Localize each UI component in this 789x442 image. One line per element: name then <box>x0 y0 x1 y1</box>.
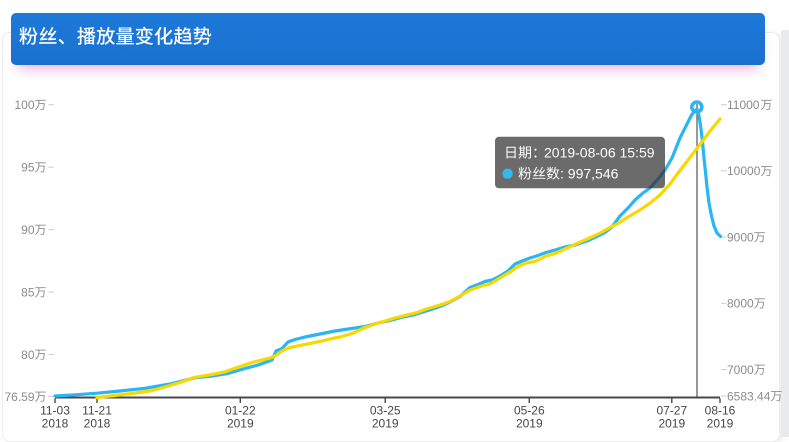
svg-text:07-27: 07-27 <box>656 403 687 417</box>
svg-text:6583.44: 6583.44 <box>727 389 771 403</box>
svg-text:8000: 8000 <box>727 297 754 311</box>
svg-text:7000: 7000 <box>727 363 754 377</box>
svg-text:03-25: 03-25 <box>370 403 401 417</box>
svg-text:90: 90 <box>21 223 35 237</box>
svg-text:: 997,546: : 997,546 <box>560 166 619 182</box>
svg-text:2019: 2019 <box>372 416 399 430</box>
svg-text:2019-08-06 15:59: 2019-08-06 15:59 <box>544 145 655 161</box>
svg-text:08-16: 08-16 <box>705 403 736 417</box>
svg-text:2019: 2019 <box>658 416 685 430</box>
svg-text:01-22: 01-22 <box>225 403 256 417</box>
svg-text:2019: 2019 <box>227 416 254 430</box>
svg-text:11-03: 11-03 <box>40 403 70 417</box>
svg-text:2019: 2019 <box>516 416 543 430</box>
svg-text:100: 100 <box>14 98 34 112</box>
svg-text:05-26: 05-26 <box>514 403 545 417</box>
svg-text:9000: 9000 <box>727 230 754 244</box>
svg-text:2018: 2018 <box>42 416 69 430</box>
svg-text:11000: 11000 <box>727 98 760 112</box>
svg-text:2018: 2018 <box>84 416 111 430</box>
svg-text:95: 95 <box>21 161 35 175</box>
svg-text:76.59: 76.59 <box>4 390 34 404</box>
svg-text:2019: 2019 <box>707 416 734 430</box>
svg-text:85: 85 <box>21 285 35 299</box>
svg-text:11-21: 11-21 <box>82 403 112 417</box>
svg-text:80: 80 <box>21 348 35 362</box>
svg-text:10000: 10000 <box>727 164 761 178</box>
